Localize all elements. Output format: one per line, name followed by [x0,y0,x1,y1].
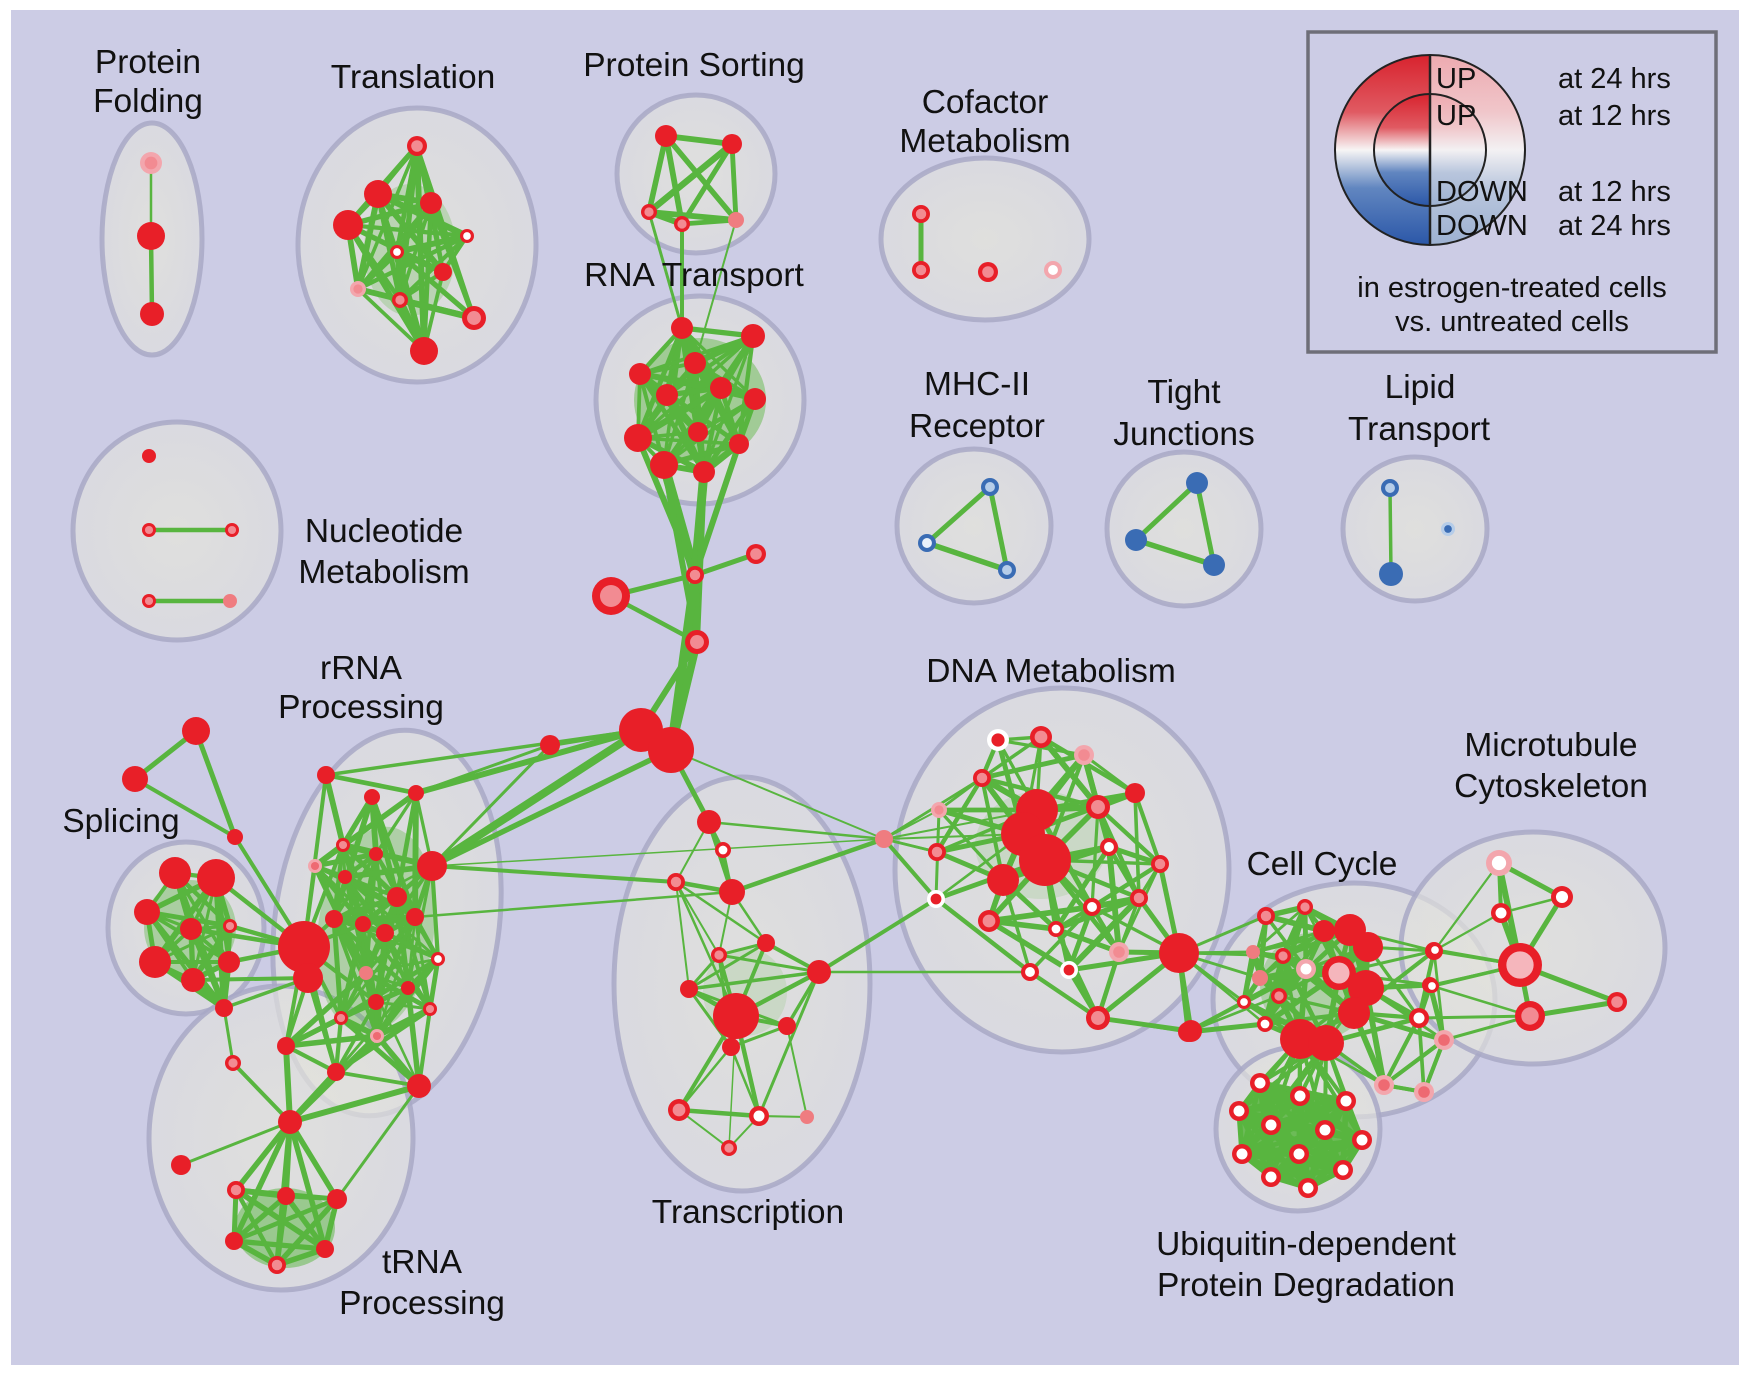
svg-text:at 24 hrs: at 24 hrs [1558,210,1671,242]
svg-text:Junctions: Junctions [1113,416,1255,453]
svg-text:UP: UP [1436,63,1476,95]
svg-text:tRNA: tRNA [382,1244,463,1281]
svg-text:Folding: Folding [93,83,203,120]
svg-text:MHC-II: MHC-II [924,366,1030,403]
svg-text:Cytoskeleton: Cytoskeleton [1454,768,1648,805]
svg-text:Cell Cycle: Cell Cycle [1247,846,1398,883]
svg-text:Microtubule: Microtubule [1464,727,1637,764]
svg-text:Transcription: Transcription [652,1194,844,1231]
svg-text:Tight: Tight [1147,374,1221,411]
svg-text:Processing: Processing [278,689,444,726]
svg-text:Processing: Processing [339,1285,505,1322]
svg-text:at 12 hrs: at 12 hrs [1558,100,1671,132]
svg-text:UP: UP [1436,100,1476,132]
svg-text:DNA Metabolism: DNA Metabolism [926,653,1175,690]
svg-text:Transport: Transport [1348,411,1491,448]
svg-text:Ubiquitin-dependent: Ubiquitin-dependent [1156,1226,1457,1263]
svg-text:in estrogen-treated cells: in estrogen-treated cells [1357,272,1667,304]
svg-text:Protein Degradation: Protein Degradation [1157,1267,1455,1304]
svg-text:Nucleotide: Nucleotide [305,513,463,550]
svg-text:Protein Sorting: Protein Sorting [583,47,805,84]
svg-text:vs. untreated cells: vs. untreated cells [1395,306,1629,338]
svg-text:Translation: Translation [331,59,495,96]
svg-text:RNA Transport: RNA Transport [584,257,804,294]
svg-text:DOWN: DOWN [1436,210,1528,242]
svg-text:at 24 hrs: at 24 hrs [1558,63,1671,95]
svg-text:Metabolism: Metabolism [298,554,469,591]
svg-text:Lipid: Lipid [1385,369,1456,406]
svg-text:Protein: Protein [95,44,201,81]
svg-text:Metabolism: Metabolism [899,123,1070,160]
svg-text:Receptor: Receptor [909,408,1045,445]
svg-text:rRNA: rRNA [320,650,403,687]
svg-text:DOWN: DOWN [1436,176,1528,208]
svg-text:Splicing: Splicing [62,803,179,840]
svg-text:Cofactor: Cofactor [922,84,1049,121]
svg-text:at 12 hrs: at 12 hrs [1558,176,1671,208]
